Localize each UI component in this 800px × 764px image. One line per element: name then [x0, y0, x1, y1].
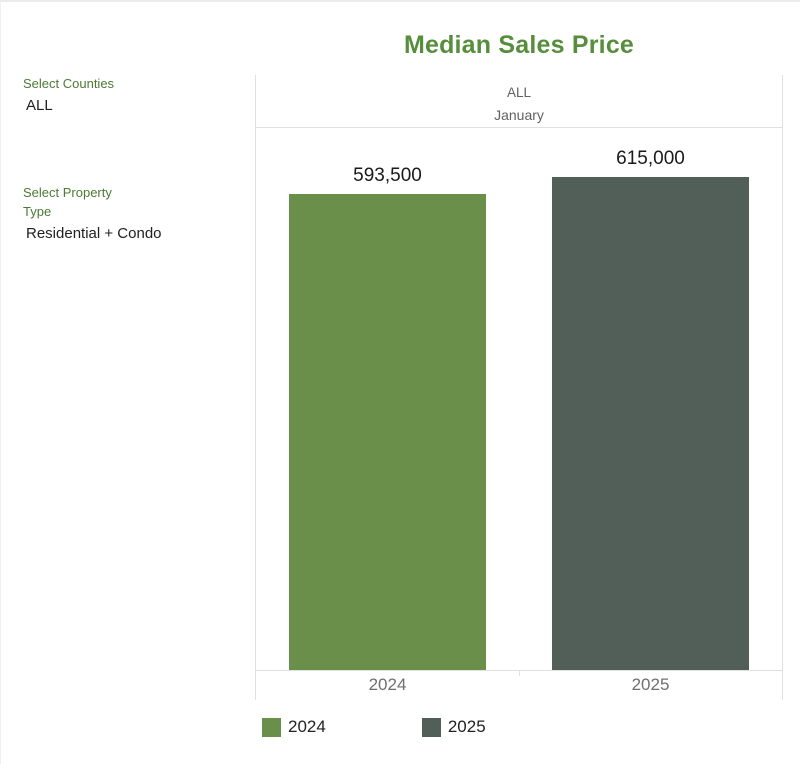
legend-item-2024[interactable]: 2024	[262, 717, 326, 737]
filter-counties: Select Counties ALL	[23, 74, 114, 114]
chart-legend: 2024 2025	[262, 717, 486, 737]
legend-label-2024: 2024	[288, 717, 326, 736]
bar-2024[interactable]	[288, 194, 487, 670]
filter-counties-label: Select Counties	[23, 76, 115, 91]
x-axis-tick	[519, 671, 520, 676]
category-cell-2024: 593,500	[256, 128, 519, 670]
category-cell-2025: 615,000	[519, 128, 782, 670]
filter-property-type: Select Property Type Residential + Condo	[23, 183, 162, 242]
filter-counties-value[interactable]: ALL	[26, 97, 53, 114]
plot-area: 593,500 615,000	[256, 128, 782, 671]
x-axis-label-2025: 2025	[631, 675, 670, 694]
filter-property-type-label: Select Property Type	[23, 185, 112, 219]
bar-2025[interactable]	[551, 177, 750, 670]
legend-label-2025: 2025	[447, 717, 486, 736]
chart-header-counties: ALL	[506, 85, 532, 100]
bar-value-2025: 615,000	[616, 148, 685, 169]
bar-value-2024: 593,500	[353, 165, 422, 186]
legend-swatch-2025-icon	[421, 717, 441, 737]
x-axis-label-2024: 2024	[368, 675, 407, 694]
x-axis: 2024 2025	[256, 671, 782, 700]
bar-chart: ALL January 593,500 615,000 2024 2025	[255, 75, 783, 700]
legend-item-2025[interactable]: 2025	[421, 717, 486, 737]
filter-property-type-value[interactable]: Residential + Condo	[26, 225, 162, 242]
chart-header-month: January	[494, 107, 544, 123]
legend-swatch-2024-icon	[262, 717, 281, 737]
chart-title: Median Sales Price	[403, 31, 635, 59]
chart-header: ALL January	[256, 75, 782, 128]
